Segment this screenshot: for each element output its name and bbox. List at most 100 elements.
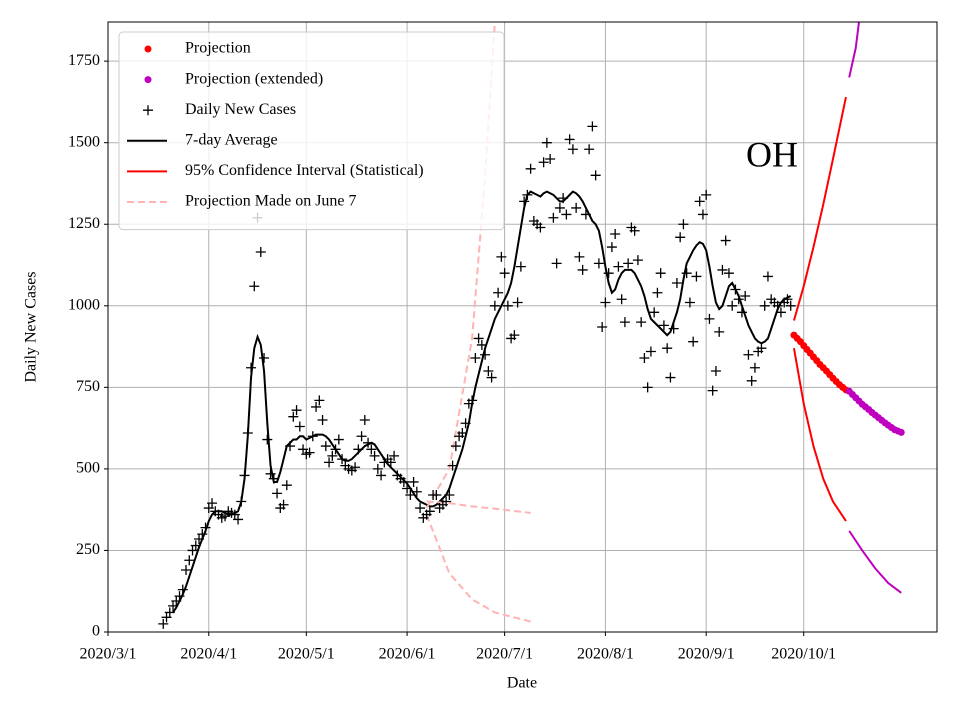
case-point bbox=[554, 202, 565, 213]
case-point bbox=[359, 414, 370, 425]
case-point bbox=[515, 261, 526, 272]
series-line bbox=[172, 190, 792, 613]
axes-frame bbox=[107, 21, 938, 633]
case-point bbox=[662, 343, 673, 354]
case-point bbox=[467, 395, 478, 406]
case-point bbox=[233, 514, 244, 525]
case-point bbox=[272, 488, 283, 499]
case-point bbox=[632, 255, 643, 266]
case-point bbox=[584, 144, 595, 155]
case-point bbox=[389, 450, 400, 461]
case-point bbox=[356, 431, 367, 442]
case-point bbox=[415, 503, 426, 514]
case-point bbox=[200, 522, 211, 533]
x-tick-label: 2020/10/1 bbox=[771, 646, 836, 663]
legend-label: Projection Made on June 7 bbox=[185, 193, 357, 210]
case-point bbox=[548, 212, 559, 223]
case-point bbox=[652, 287, 663, 298]
case-point bbox=[613, 261, 624, 272]
case-point bbox=[460, 418, 471, 429]
case-point bbox=[655, 268, 666, 279]
case-point bbox=[606, 242, 617, 253]
plot-area bbox=[158, 22, 905, 629]
case-point bbox=[294, 421, 305, 432]
case-point bbox=[376, 470, 387, 481]
x-tick-label: 2020/3/1 bbox=[80, 646, 137, 663]
case-point bbox=[697, 209, 708, 220]
case-point bbox=[658, 320, 669, 331]
legend-marker bbox=[143, 105, 153, 116]
case-point bbox=[476, 339, 487, 350]
case-point bbox=[190, 540, 201, 551]
case-point bbox=[545, 154, 556, 165]
case-point bbox=[512, 297, 523, 308]
x-tick-label: 2020/9/1 bbox=[678, 646, 735, 663]
case-point bbox=[483, 366, 494, 377]
case-point bbox=[746, 375, 757, 386]
ticks: 0 250 500 750 1000 1250 1500 1750 2020/3/1 2020/4… bbox=[68, 52, 836, 663]
case-point bbox=[262, 434, 273, 445]
case-point bbox=[184, 555, 195, 566]
case-point bbox=[587, 121, 598, 132]
case-point bbox=[733, 294, 744, 305]
case-point bbox=[749, 362, 760, 373]
case-point bbox=[350, 462, 361, 473]
series-line bbox=[425, 22, 496, 509]
case-point bbox=[727, 300, 738, 311]
case-point bbox=[255, 246, 266, 257]
case-point bbox=[694, 196, 705, 207]
series-line bbox=[792, 96, 847, 321]
x-tick-label: 2020/5/1 bbox=[278, 646, 335, 663]
case-point bbox=[499, 268, 510, 279]
case-point bbox=[743, 349, 754, 360]
case-point bbox=[249, 281, 260, 292]
case-point bbox=[285, 441, 296, 452]
series-line bbox=[426, 500, 531, 514]
case-point bbox=[671, 277, 682, 288]
legend-marker bbox=[144, 45, 152, 53]
case-point bbox=[353, 444, 364, 455]
case-point bbox=[489, 300, 500, 311]
case-point bbox=[639, 352, 650, 363]
case-point bbox=[736, 307, 747, 318]
case-point bbox=[519, 196, 530, 207]
case-point bbox=[577, 264, 588, 275]
case-point bbox=[268, 473, 279, 484]
annotation: OH bbox=[746, 134, 798, 174]
case-point bbox=[522, 189, 533, 200]
case-point bbox=[623, 258, 634, 269]
case-point bbox=[363, 437, 374, 448]
case-point bbox=[398, 476, 409, 487]
case-point bbox=[642, 382, 653, 393]
y-tick-label: 1500 bbox=[68, 133, 100, 150]
case-point bbox=[307, 431, 318, 442]
case-point bbox=[242, 428, 253, 439]
case-point bbox=[593, 258, 604, 269]
case-point bbox=[649, 307, 660, 318]
y-tick-label: 1750 bbox=[68, 52, 100, 69]
case-point bbox=[496, 251, 507, 262]
case-point bbox=[619, 317, 630, 328]
case-point bbox=[304, 447, 315, 458]
case-point bbox=[668, 323, 679, 334]
case-point bbox=[177, 584, 188, 595]
case-point bbox=[320, 441, 331, 452]
case-point bbox=[675, 232, 686, 243]
case-point bbox=[424, 506, 435, 517]
case-point bbox=[324, 457, 335, 468]
case-point bbox=[385, 457, 396, 468]
case-point bbox=[327, 450, 338, 461]
case-point bbox=[197, 529, 208, 540]
case-point bbox=[259, 352, 270, 363]
y-tick-label: 500 bbox=[76, 460, 100, 477]
case-point bbox=[369, 450, 380, 461]
x-axis-label: Date bbox=[507, 675, 537, 692]
y-tick-label: 750 bbox=[76, 378, 100, 395]
case-point bbox=[207, 498, 218, 509]
case-point bbox=[782, 294, 793, 305]
case-point bbox=[567, 144, 578, 155]
y-tick-label: 1000 bbox=[68, 296, 100, 313]
case-point bbox=[558, 193, 569, 204]
legend-label: Daily New Cases bbox=[185, 101, 296, 118]
